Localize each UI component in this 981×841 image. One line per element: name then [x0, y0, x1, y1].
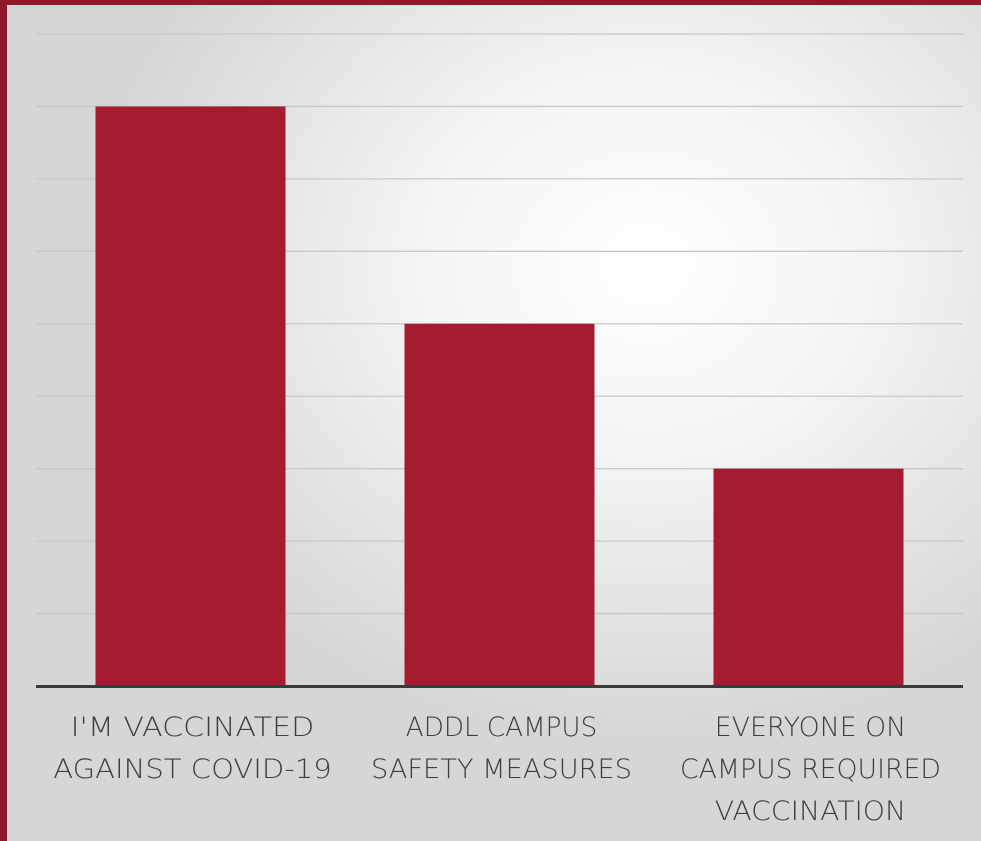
category-label: AGAINST COVID-19: [53, 754, 331, 785]
bar: [95, 106, 286, 686]
bar: [404, 323, 595, 686]
category-label: EVERYONE ON: [715, 712, 906, 743]
category-label: SAFETY MEASURES: [371, 754, 632, 785]
category-label: I'M VACCINATED: [71, 712, 315, 743]
category-label: CAMPUS REQUIRED: [680, 754, 941, 785]
category-labels: I'M VACCINATED AGAINST COVID-19 ADDL CAMPU…: [53, 712, 941, 827]
bar: [713, 468, 904, 686]
category-label: VACCINATION: [715, 796, 906, 827]
category-label: ADDL CAMPUS: [406, 712, 597, 743]
bars: [95, 106, 904, 686]
